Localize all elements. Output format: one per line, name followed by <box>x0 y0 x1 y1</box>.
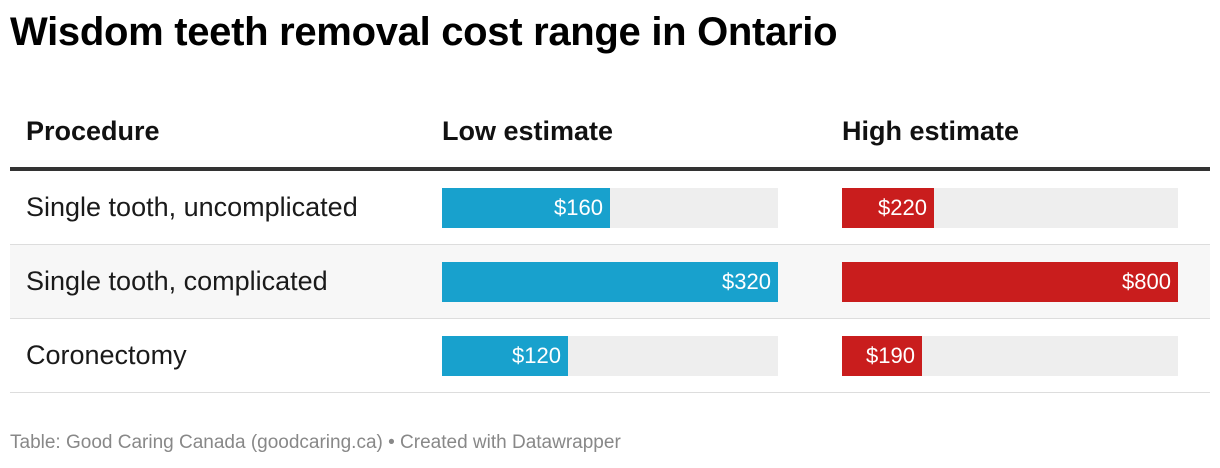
high-estimate-track: $190 <box>842 336 1178 376</box>
high-estimate-value: $190 <box>866 343 915 368</box>
chart-title: Wisdom teeth removal cost range in Ontar… <box>10 10 838 54</box>
low-estimate-bar: $320 <box>442 262 778 302</box>
procedure-label: Single tooth, complicated <box>26 266 328 296</box>
low-estimate-track: $160 <box>442 188 778 228</box>
high-estimate-value: $220 <box>878 195 927 220</box>
high-estimate-value: $800 <box>1122 269 1171 294</box>
column-header-procedure: Procedure <box>26 116 160 146</box>
procedure-label: Single tooth, uncomplicated <box>26 192 358 222</box>
procedure-label: Coronectomy <box>26 340 187 370</box>
low-estimate-value: $320 <box>722 269 771 294</box>
low-estimate-value: $160 <box>554 195 603 220</box>
low-estimate-track: $120 <box>442 336 778 376</box>
high-estimate-bar: $800 <box>842 262 1178 302</box>
low-estimate-bar: $120 <box>442 336 568 376</box>
table-header: Procedure Low estimate High estimate <box>10 98 1210 168</box>
high-estimate-track: $220 <box>842 188 1178 228</box>
column-header-high-estimate: High estimate <box>842 116 1020 146</box>
low-estimate-track: $320 <box>442 262 778 302</box>
table-row: Single tooth, complicated $320 $800 <box>10 245 1210 319</box>
high-estimate-bar: $190 <box>842 336 922 376</box>
column-header-low-estimate: Low estimate <box>442 116 614 146</box>
low-estimate-value: $120 <box>512 343 561 368</box>
source-footer: Table: Good Caring Canada (goodcaring.ca… <box>10 432 621 453</box>
table-row: Single tooth, uncomplicated $160 $220 <box>10 171 1210 245</box>
high-estimate-track: $800 <box>842 262 1178 302</box>
table-row: Coronectomy $120 $190 <box>10 319 1210 393</box>
header-divider <box>10 167 1210 171</box>
high-estimate-bar: $220 <box>842 188 934 228</box>
low-estimate-bar: $160 <box>442 188 610 228</box>
